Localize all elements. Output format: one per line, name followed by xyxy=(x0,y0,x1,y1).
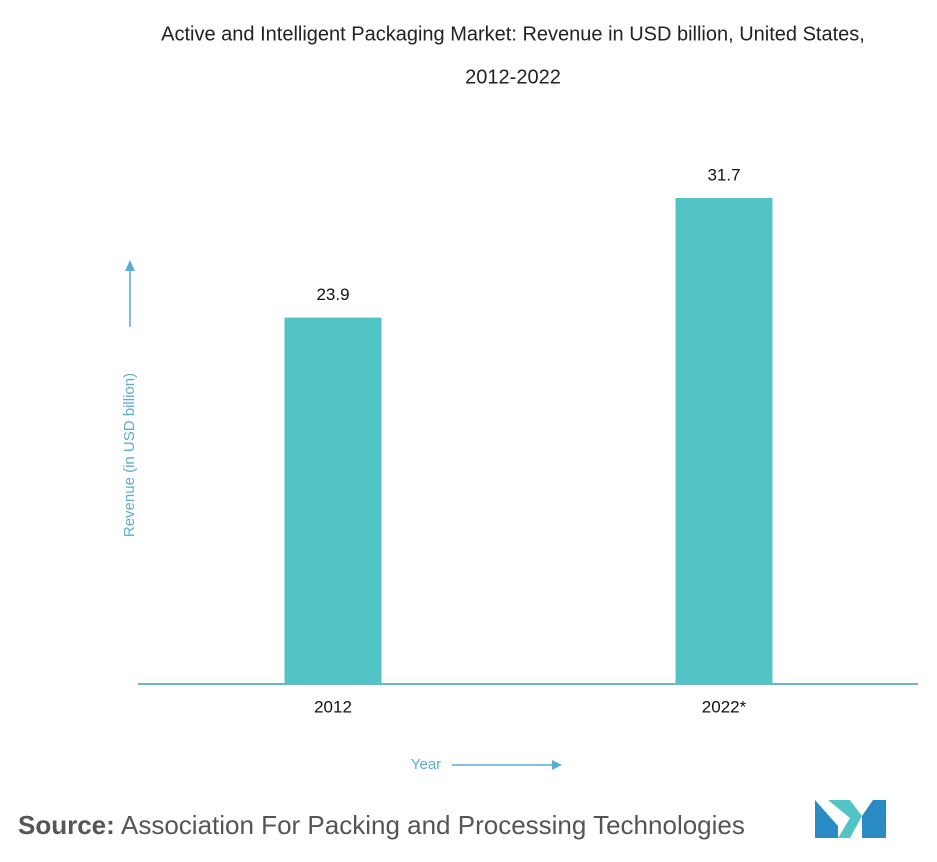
bar xyxy=(284,317,382,684)
logo-part xyxy=(815,800,838,838)
data-label: 31.7 xyxy=(707,165,740,184)
data-label: 23.9 xyxy=(316,285,349,304)
chart-subtitle: 2012-2022 xyxy=(465,66,561,88)
logo-part xyxy=(828,800,862,838)
y-axis-arrowhead xyxy=(125,260,135,271)
chart-title: Active and Intelligent Packaging Market:… xyxy=(161,23,865,45)
logo xyxy=(815,800,886,838)
source-label: Source: xyxy=(18,810,115,840)
logo-part xyxy=(862,800,886,838)
x-axis-arrowhead xyxy=(552,760,562,770)
x-tick-label: 2012 xyxy=(314,697,352,716)
x-axis-label: Year xyxy=(411,756,441,773)
y-axis-label: Revenue (in USD billion) xyxy=(121,373,138,537)
x-tick-label: 2022* xyxy=(702,697,747,716)
source-text: Association For Packing and Processing T… xyxy=(121,810,745,840)
bar xyxy=(675,198,773,684)
